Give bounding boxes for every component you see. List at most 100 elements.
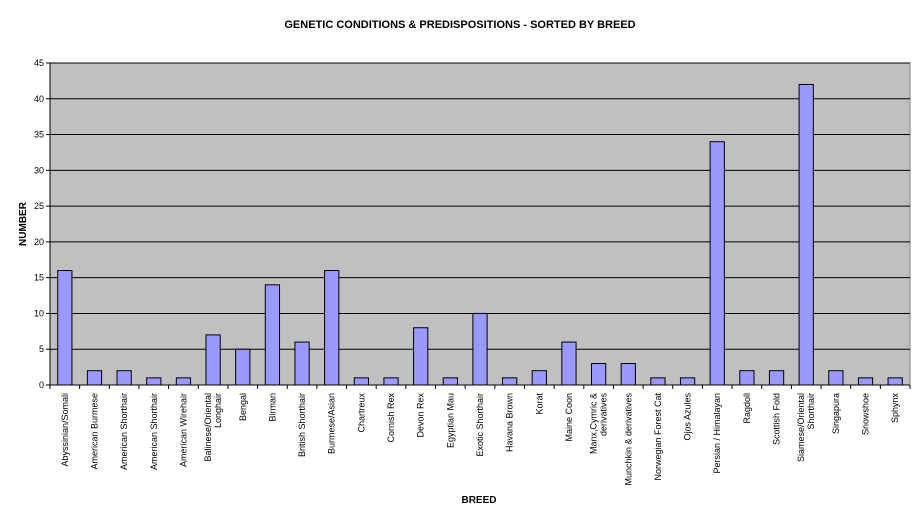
x-tick-label-line: American Wirehair xyxy=(178,393,188,467)
bar-6 xyxy=(235,348,251,386)
x-tick-label-line: Norwegian Forest Cat xyxy=(653,393,663,481)
x-tick-label-line: Manx,Cymric & xyxy=(589,393,599,454)
x-tick-label-line: Ragdoll xyxy=(742,393,752,424)
bar-19 xyxy=(620,363,636,386)
x-tick-label-line: Siamese/Oriental xyxy=(796,393,806,462)
x-tick-label-26: Singapura xyxy=(831,393,841,434)
x-tick-label-8: British Shorthair xyxy=(297,393,307,457)
x-tick-label-14: Exotic Shorthair xyxy=(475,393,485,457)
y-tick-label: 5 xyxy=(39,344,44,354)
bar-10 xyxy=(353,377,369,386)
bar-8 xyxy=(294,341,310,386)
x-tick-label-line: Devon Rex xyxy=(416,393,426,438)
bar-27 xyxy=(857,377,874,386)
y-tick-label: 0 xyxy=(39,380,44,390)
x-tick-label-line: Snowshoe xyxy=(861,393,871,435)
x-tick-label-25: Siamese/Oriental Shorthair xyxy=(796,393,816,462)
gridlines xyxy=(50,62,910,350)
x-tick-label-3: American Shorthair xyxy=(149,393,159,470)
x-tick-label-20: Norwegian Forest Cat xyxy=(653,393,663,481)
x-tick-label-line: Burmese/Asian xyxy=(327,393,337,454)
x-tick-label-line: Ojos Azules xyxy=(683,393,693,441)
x-tick-label-10: Chartreux xyxy=(356,393,366,433)
x-tick-label-15: Havana Brown xyxy=(505,393,515,452)
x-tick-label-line: Bengal xyxy=(238,393,248,421)
x-tick-label-23: Ragdoll xyxy=(742,393,752,424)
bar-25 xyxy=(798,83,814,386)
x-axis-title: BREED xyxy=(461,495,496,506)
bar-9 xyxy=(324,270,340,386)
x-tick-label-5: Balinese/Oriental Longhair xyxy=(203,393,223,462)
x-tick-label-line: Longhair xyxy=(213,393,223,428)
x-tick-label-line: Abyssinian/Somali xyxy=(60,393,70,467)
x-tick-label-21: Ojos Azules xyxy=(683,393,693,441)
x-tick-label-7: Birman xyxy=(267,393,277,422)
y-tick-label: 10 xyxy=(34,308,44,318)
x-tick-label-19: Munchkin & derivatives xyxy=(623,393,633,486)
x-tick-label-0: Abyssinian/Somali xyxy=(60,393,70,467)
bars xyxy=(57,83,903,386)
bar-28 xyxy=(887,377,903,386)
bar-1 xyxy=(86,370,103,386)
y-tick-label: 35 xyxy=(34,130,44,140)
bar-16 xyxy=(531,370,547,386)
x-tick-label-line: American Shorthair xyxy=(119,393,129,470)
y-tick-label: 40 xyxy=(34,94,44,104)
x-tick-label-line: Singapura xyxy=(831,393,841,434)
x-tick-label-22: Persian / Himalayan xyxy=(712,393,722,474)
x-tick-label-17: Maine Coon xyxy=(564,393,574,442)
y-tick-label: 20 xyxy=(34,237,44,247)
x-tick-label-line: American Burmese xyxy=(89,393,99,470)
x-tick-label-line: Scottish Fold xyxy=(772,393,782,445)
x-tick-label-line: Egyptian Mau xyxy=(445,393,455,448)
x-tick-label-18: Manx,Cymric & derivatives xyxy=(589,393,609,455)
x-tick-label-6: Bengal xyxy=(238,393,248,421)
bar-12 xyxy=(413,327,429,386)
bar-18 xyxy=(591,363,607,386)
x-tick-label-line: Shorthair xyxy=(806,393,816,430)
y-axis-title: NUMBER xyxy=(18,201,29,246)
x-tick-label-line: Birman xyxy=(267,393,277,422)
x-tick-label-line: Korat xyxy=(534,393,544,415)
chart-title: GENETIC CONDITIONS & PREDISPOSITIONS - S… xyxy=(284,19,635,31)
bar-22 xyxy=(709,141,725,386)
x-tick-label-line: Exotic Shorthair xyxy=(475,393,485,457)
x-tick-label-line: derivatives xyxy=(599,393,609,437)
x-tick-label-28: Sphynx xyxy=(890,393,900,424)
bar-21 xyxy=(679,377,696,386)
y-tick-label: 25 xyxy=(34,201,44,211)
x-tick-label-line: British Shorthair xyxy=(297,393,307,457)
bar-26 xyxy=(828,370,844,386)
y-tick-label: 15 xyxy=(34,273,44,283)
x-tick-label-line: Cornish Rex xyxy=(386,393,396,443)
bar-17 xyxy=(561,341,577,386)
bar-4 xyxy=(175,377,192,386)
bar-2 xyxy=(116,370,132,386)
x-tick-label-4: American Wirehair xyxy=(178,393,188,467)
x-tick-label-line: Havana Brown xyxy=(505,393,515,452)
bar-0 xyxy=(57,270,73,386)
x-tick-label-12: Devon Rex xyxy=(416,393,426,438)
bar-13 xyxy=(442,377,458,386)
x-tick-label-24: Scottish Fold xyxy=(772,393,782,445)
x-tick-label-11: Cornish Rex xyxy=(386,393,396,443)
bar-23 xyxy=(739,370,755,386)
bar-7 xyxy=(264,284,281,386)
bar-24 xyxy=(768,370,785,386)
bar-14 xyxy=(472,312,488,386)
x-tick-label-13: Egyptian Mau xyxy=(445,393,455,448)
x-tick-label-line: Sphynx xyxy=(890,393,900,424)
x-tick-label-9: Burmese/Asian xyxy=(327,393,337,454)
x-tick-label-16: Korat xyxy=(534,393,544,415)
x-tick-labels: Abyssinian/Somali American Burmese America… xyxy=(49,385,911,486)
x-tick-label-line: Maine Coon xyxy=(564,393,574,442)
bar-3 xyxy=(146,377,162,386)
bar-5 xyxy=(205,334,221,386)
x-tick-label-line: Chartreux xyxy=(356,393,366,433)
x-tick-label-line: Persian / Himalayan xyxy=(712,393,722,474)
x-tick-label-line: Munchkin & derivatives xyxy=(623,393,633,486)
y-tick-label: 45 xyxy=(34,58,44,68)
y-tick-labels: 0 5 10 15 20 25 30 35 40 45 xyxy=(34,58,50,390)
axes xyxy=(49,63,910,386)
